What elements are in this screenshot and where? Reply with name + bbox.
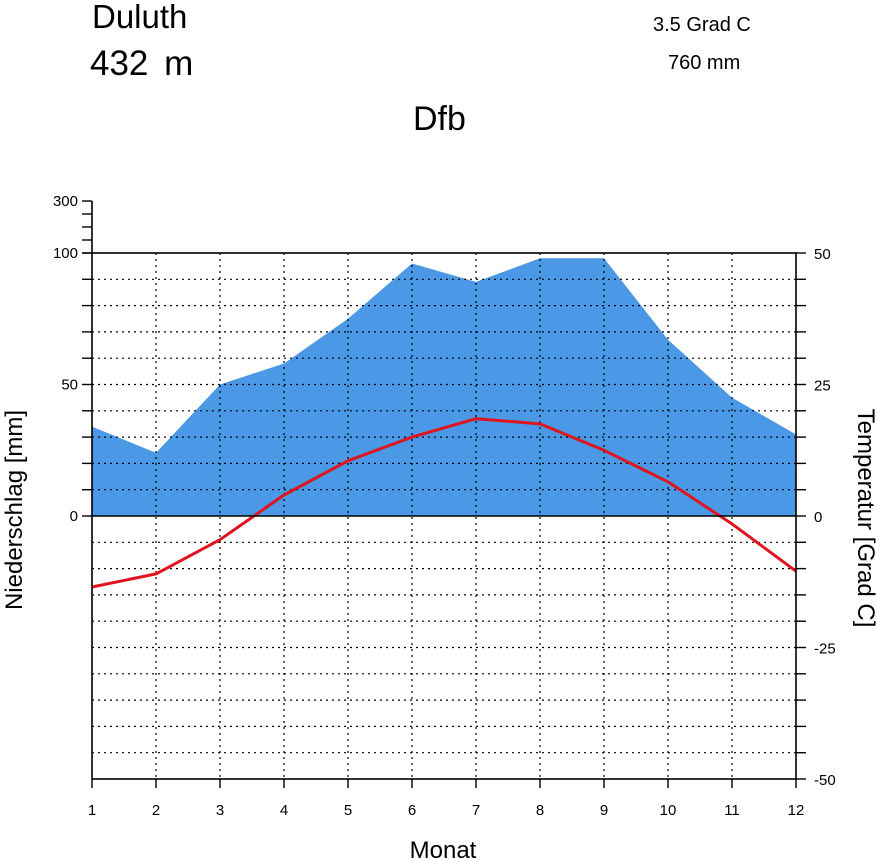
x-tick-label: 11 xyxy=(724,802,740,819)
x-tick-label: 5 xyxy=(344,802,352,819)
left-tick-label: 100 xyxy=(53,245,78,262)
x-tick-label: 10 xyxy=(660,802,677,819)
x-tick-label: 2 xyxy=(152,802,160,819)
x-tick-label: 8 xyxy=(536,802,544,819)
station-name: Duluth xyxy=(92,0,188,35)
annual-precipitation: 760 mm xyxy=(668,52,741,74)
annual-mean-temperature: 3.5 Grad C xyxy=(653,14,751,36)
climate-classification: Dfb xyxy=(413,100,466,138)
x-tick-label: 12 xyxy=(788,802,805,819)
right-axis-title: Temperatur [Grad C] xyxy=(852,409,878,628)
left-tick-label: 0 xyxy=(70,508,78,525)
temperature-line xyxy=(91,417,797,589)
right-tick-label: 0 xyxy=(814,509,822,526)
x-tick-label: 6 xyxy=(408,802,416,819)
right-tick-label: -25 xyxy=(814,641,836,658)
right-tick-label: 50 xyxy=(814,246,831,263)
temperature-line-layer xyxy=(91,417,797,589)
precipitation-area xyxy=(92,258,796,516)
precipitation-area-layer xyxy=(92,258,796,516)
x-tick-label: 1 xyxy=(88,802,96,819)
left-axis-title: Niederschlag [mm] xyxy=(1,410,28,610)
x-tick-label: 9 xyxy=(600,802,608,819)
left-tick-label: 50 xyxy=(61,377,78,394)
left-tick-label: 300 xyxy=(53,193,78,210)
x-axis-title: Monat xyxy=(410,837,477,860)
grid-layer xyxy=(92,253,796,779)
right-tick-label: -50 xyxy=(814,772,836,789)
x-tick-label: 7 xyxy=(472,802,480,819)
x-tick-label: 4 xyxy=(280,802,288,819)
tick-layer xyxy=(82,200,806,788)
x-tick-label: 3 xyxy=(216,802,224,819)
station-altitude: 432 m xyxy=(90,44,194,83)
right-tick-label: 25 xyxy=(814,378,831,395)
